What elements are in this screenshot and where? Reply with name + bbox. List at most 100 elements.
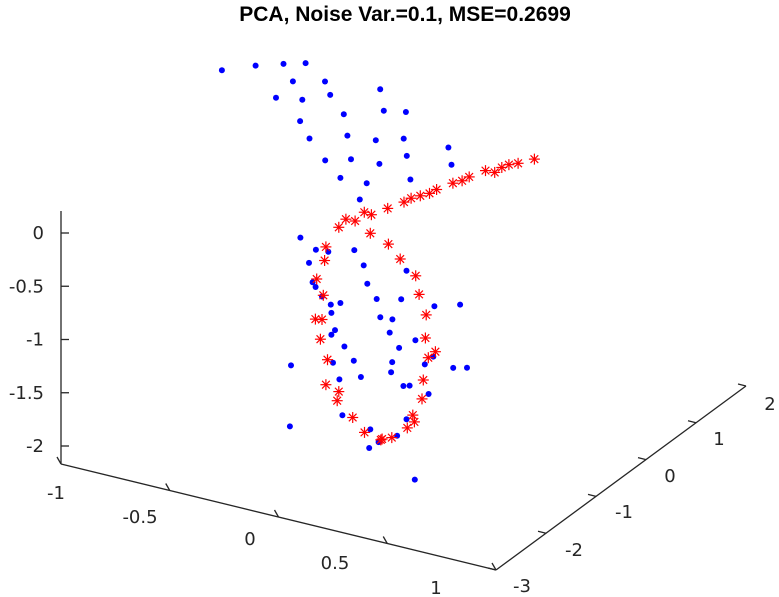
asterisk-stroke [366, 229, 375, 238]
data-point-asterisk [503, 159, 515, 171]
data-point-asterisk [410, 270, 422, 282]
data-point-dot [406, 382, 413, 389]
x-tick [273, 509, 280, 518]
data-point-dot [286, 423, 293, 430]
asterisk-stroke [481, 166, 490, 175]
y-tick-label: 2 [764, 394, 775, 415]
data-point-asterisk [320, 379, 332, 391]
x-tick-label: 0 [244, 529, 255, 550]
data-point-dot [312, 284, 319, 290]
data-point-dot [450, 364, 457, 371]
asterisk-stroke [321, 380, 331, 389]
data-point-asterisk [333, 221, 345, 233]
data-point-dot [425, 391, 432, 397]
data-point-dot [306, 135, 313, 142]
asterisk-stroke [332, 396, 342, 405]
y-tick [687, 420, 697, 424]
data-point-dot [380, 107, 387, 114]
data-point-dot [431, 303, 438, 310]
asterisk-stroke [490, 168, 499, 177]
data-point-dot [457, 301, 464, 308]
y-axis-line [495, 385, 747, 571]
data-point-dot [367, 426, 374, 433]
data-point-dot [407, 176, 414, 183]
data-point-dot [328, 309, 335, 316]
asterisk-stroke [387, 433, 397, 442]
data-point-dot [299, 96, 306, 103]
x-tick-label: -0.5 [122, 507, 157, 528]
data-point-dot [306, 259, 312, 266]
asterisk-stroke [416, 191, 425, 201]
data-point-dot [252, 62, 259, 69]
asterisk-stroke [414, 290, 424, 299]
asterisk-stroke [424, 353, 433, 362]
data-point-asterisk [408, 416, 420, 428]
asterisk-stroke [406, 193, 416, 203]
data-point-asterisk [512, 157, 524, 169]
data-point-dot [348, 156, 354, 163]
y-tick [637, 456, 647, 461]
data-point-dot [377, 314, 384, 321]
y-tick-label: 0 [664, 466, 675, 487]
y-tick-label: -3 [513, 576, 531, 597]
asterisk-stroke [410, 417, 419, 427]
data-point-asterisk [456, 175, 468, 187]
data-point-dot [273, 94, 279, 101]
asterisk-stroke [530, 154, 539, 164]
asterisk-stroke [403, 423, 412, 433]
data-point-asterisk [528, 153, 540, 165]
data-point-asterisk [447, 177, 459, 189]
data-point-asterisk [364, 227, 376, 239]
data-point-dot [340, 111, 347, 118]
data-point-asterisk [422, 352, 434, 364]
data-point-asterisk [382, 238, 394, 250]
data-point-dot [373, 296, 380, 302]
data-point-dot [403, 416, 410, 423]
data-point-dot [412, 337, 419, 344]
data-point-dot [372, 137, 379, 144]
data-point-asterisk [375, 434, 387, 446]
asterisk-stroke [448, 178, 458, 188]
data-point-dot [376, 160, 383, 167]
asterisk-stroke [421, 310, 431, 320]
axes-box [60, 211, 747, 571]
x-tick-label: 1 [430, 578, 441, 597]
data-point-asterisk [331, 395, 343, 407]
data-point-asterisk [333, 386, 345, 398]
data-point-asterisk [489, 166, 501, 178]
data-point-asterisk [480, 165, 491, 177]
asterisk-stroke [319, 291, 328, 300]
data-point-asterisk [405, 192, 417, 204]
data-point-asterisk [407, 409, 419, 421]
asterisk-stroke [320, 256, 329, 265]
data-point-dot [389, 316, 396, 323]
data-point-dot [322, 78, 328, 85]
asterisk-stroke [417, 394, 427, 404]
y-tick-label: 1 [713, 429, 724, 450]
asterisk-stroke [432, 185, 441, 194]
asterisk-stroke [408, 410, 418, 420]
data-point-asterisk [359, 426, 370, 438]
data-point-asterisk [314, 333, 326, 345]
asterisk-stroke [421, 333, 430, 343]
series-red-asterisks [309, 153, 540, 446]
data-point-asterisk [394, 253, 406, 265]
data-point-dot [341, 343, 348, 350]
data-point-dot [411, 476, 418, 483]
data-point-dot [302, 60, 309, 67]
asterisk-stroke [316, 334, 325, 344]
asterisk-stroke [367, 210, 376, 219]
z-tick-label: -1 [26, 330, 44, 351]
x-tick [491, 562, 497, 571]
asterisk-stroke [395, 254, 405, 264]
z-tick-label: 0 [33, 223, 44, 244]
data-point-dot [464, 364, 470, 371]
asterisk-stroke [431, 347, 440, 356]
data-point-dot [396, 344, 403, 351]
asterisk-stroke [504, 160, 514, 169]
data-point-dot [388, 369, 395, 376]
axis-tick-labels: 0 -0.5 -1 -1.5 -2 -1 -0.5 0 0.5 1 -3 -2 -1 0 1 2 [9, 223, 776, 597]
data-point-dot [389, 359, 396, 366]
data-point-dot [421, 361, 428, 368]
